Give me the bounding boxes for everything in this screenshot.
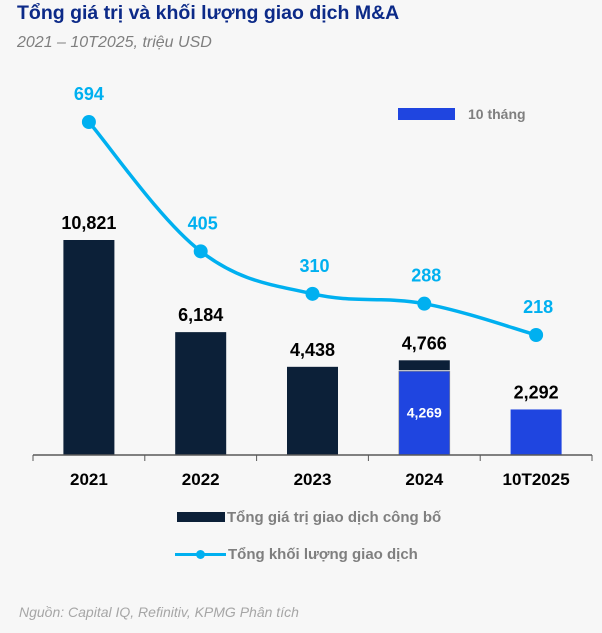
bar-value-label: 10,821 <box>61 213 116 233</box>
line-point <box>417 296 432 311</box>
bar-value-label: 6,184 <box>178 305 223 325</box>
legend-ten-months-label: 10 tháng <box>468 106 526 122</box>
line-point <box>81 115 96 129</box>
x-tick-label: 2021 <box>70 470 108 489</box>
legend-bar-swatch <box>177 512 225 522</box>
legend-ten-months: 10 tháng <box>398 106 526 122</box>
line-value-label: 218 <box>523 297 553 317</box>
bar <box>63 240 115 455</box>
bar-ten-months <box>510 409 562 455</box>
bar-full-year-remainder <box>398 360 450 371</box>
legend-line-label: Tổng khối lượng giao dịch <box>228 545 418 563</box>
legend-item-bar: Tổng giá trị giao dịch công bố <box>175 506 441 528</box>
chart-plot: 10,821 2021 6,184 2022 4,438 2023 4,269 4,766 20… <box>32 84 593 489</box>
line-point <box>529 328 544 342</box>
chart-subtitle: 2021 – 10T2025, triệu USD <box>17 34 212 51</box>
line-value-label: 288 <box>411 266 441 286</box>
chart-title: Tổng giá trị và khối lượng giao dịch M&A <box>17 2 400 24</box>
line-point <box>193 244 208 259</box>
x-tick-label: 2023 <box>294 470 332 489</box>
x-tick-label: 2022 <box>182 470 220 489</box>
line-value-label: 694 <box>74 84 104 104</box>
legend-ten-months-swatch <box>398 108 455 120</box>
bar-ten-months <box>398 370 451 456</box>
line-value-label: 405 <box>188 213 218 233</box>
bar-inner-label: 4,269 <box>407 405 442 421</box>
legend-line-swatch <box>175 549 226 559</box>
source-note: Nguồn: Capital IQ, Refinitiv, KPMG Phân … <box>19 604 299 620</box>
legend-bar-label: Tổng giá trị giao dịch công bố <box>227 508 442 526</box>
x-tick-label: 2024 <box>405 470 443 489</box>
legend-item-line: Tổng khối lượng giao dịch <box>175 543 441 565</box>
line-series <box>87 120 538 337</box>
x-tick-label: 10T2025 <box>503 470 570 489</box>
bar-value-label: 2,292 <box>514 382 559 402</box>
line-point <box>305 286 320 301</box>
bar <box>287 366 338 455</box>
bar-value-label: 4,438 <box>290 340 335 360</box>
bar <box>175 332 227 455</box>
bar-value-label: 4,766 <box>402 333 447 353</box>
line-value-label: 310 <box>299 256 329 276</box>
legend: Tổng giá trị giao dịch công bố Tổng khối… <box>175 506 441 580</box>
